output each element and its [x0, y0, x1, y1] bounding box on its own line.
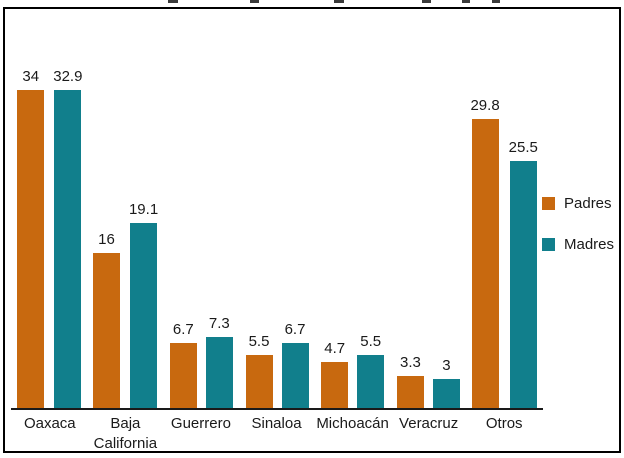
bar-column: 6.7: [281, 69, 309, 408]
bar-group: 5.5 6.7: [239, 69, 315, 408]
legend-swatch-icon: [542, 197, 555, 210]
bar-column: 5.5: [357, 69, 385, 408]
value-label: 16: [98, 230, 115, 248]
bar-madres: [281, 342, 309, 408]
clipped-title-remnant: [250, 0, 259, 3]
legend-item: Padres: [542, 195, 614, 212]
bar-group: 34 32.9: [12, 69, 88, 408]
value-label: 32.9: [53, 68, 83, 85]
clipped-title-remnant: [462, 0, 470, 3]
bar-column: 7.3: [205, 69, 233, 408]
value-label: 5.5: [360, 332, 382, 350]
bar-column: 25.5: [509, 69, 538, 408]
value-label: 3.3: [400, 353, 421, 371]
legend-swatch-icon: [542, 238, 555, 251]
bar-madres: [130, 222, 158, 408]
plot-area: 34 32.9 16 19.1 6.7 7.3 5.5 6.7 4.7 5.5 3.3 3 29.8 25…: [12, 69, 542, 408]
x-axis-label: Guerrero: [170, 415, 231, 432]
value-label: 6.7: [172, 320, 194, 338]
clipped-title-remnant: [492, 0, 500, 3]
value-label: 7.3: [208, 315, 230, 333]
value-label: 34: [22, 68, 40, 85]
value-label: 5.5: [248, 332, 270, 350]
bar-group: 29.8 25.5: [466, 69, 542, 408]
x-axis-label: Otros: [485, 415, 523, 432]
x-axis-label: Veracruz: [399, 415, 459, 432]
bar-padres: [169, 342, 197, 408]
bar-padres: [471, 118, 499, 408]
bar-column: 32.9: [53, 69, 82, 408]
bar-group: 4.7 5.5: [315, 69, 391, 408]
x-axis-label: Michoacán: [316, 415, 389, 432]
bar-madres: [205, 337, 233, 408]
value-label: 25.5: [508, 138, 538, 156]
bar-column: 29.8: [470, 69, 500, 408]
clipped-title-remnant: [168, 0, 178, 3]
legend-label: Madres: [564, 236, 615, 253]
bar-column: 6.7: [169, 69, 197, 408]
bar-padres: [17, 90, 45, 408]
bar-column: 3: [432, 69, 460, 408]
x-axis-label: Oaxaca: [23, 415, 76, 432]
bar-padres: [321, 362, 349, 408]
clipped-title-remnant: [422, 0, 431, 3]
value-label: 4.7: [324, 340, 346, 358]
x-axis-line: [11, 408, 543, 410]
value-label: 29.8: [470, 96, 500, 114]
bar-madres: [357, 354, 385, 408]
bar-madres: [432, 378, 460, 408]
value-label: 19.1: [128, 200, 159, 218]
bar-padres: [396, 375, 424, 408]
chart-frame: 34 32.9 16 19.1 6.7 7.3 5.5 6.7 4.7 5.5 3.3 3 29.8 25…: [3, 7, 621, 453]
bar-madres: [509, 160, 537, 408]
legend-label: Padres: [564, 195, 612, 212]
bar-group: 16 19.1: [88, 69, 164, 408]
bar-column: 4.7: [321, 69, 349, 408]
bar-column: 19.1: [129, 69, 158, 408]
x-axis-label: Sinaloa: [251, 415, 302, 432]
bar-column: 5.5: [245, 69, 273, 408]
bar-padres: [245, 354, 273, 408]
legend-item: Madres: [542, 236, 614, 253]
bar-group: 6.7 7.3: [163, 69, 239, 408]
legend: Padres Madres: [542, 195, 614, 253]
bar-column: 3.3: [396, 69, 424, 408]
bar-padres: [92, 252, 120, 408]
bar-column: 16: [92, 69, 120, 408]
clipped-title-remnant: [334, 0, 344, 3]
value-label: 6.7: [284, 320, 306, 338]
bar-group: 3.3 3: [391, 69, 467, 408]
bar-column: 34: [17, 68, 45, 408]
value-label: 3: [442, 356, 451, 374]
x-axis-labels: Oaxaca Baja California Guerrero Sinaloa Mich…: [12, 414, 542, 453]
bar-madres: [54, 90, 82, 408]
x-axis-label: Baja California: [93, 415, 158, 452]
